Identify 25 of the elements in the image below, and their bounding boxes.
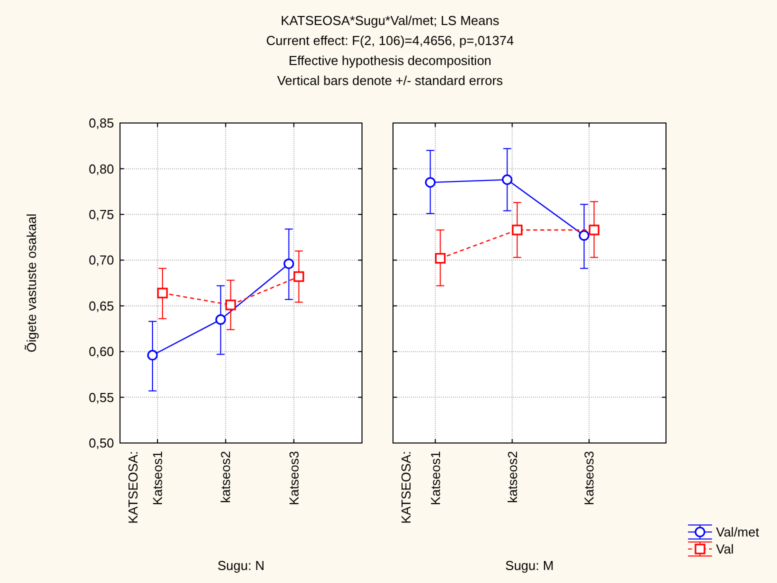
y-tick-label: 0,55 <box>88 390 114 405</box>
x-tick-label: Katseos1 <box>150 451 166 506</box>
text: KATSEOSA: <box>126 451 141 524</box>
text: Vertical bars denote +/- standard errors <box>277 73 504 88</box>
text: Current effect: F(2, 106)=4,4656, p=,01374 <box>266 33 514 48</box>
y-tick-label: 0,75 <box>88 206 114 222</box>
x-tick-label: Katseos1 <box>428 451 443 506</box>
legend-label: Val/met <box>716 524 760 540</box>
x-tick-label: Katseos3 <box>286 451 302 506</box>
legend-label: Val <box>716 542 734 557</box>
y-tick-label: 0,85 <box>88 116 114 131</box>
x-tick-label: Katseos3 <box>582 451 597 506</box>
y-tick-label: 0,70 <box>88 252 114 268</box>
y-tick-label: 0,50 <box>88 436 114 451</box>
x-tick-label: katseos2 <box>218 451 234 504</box>
text: KATSEOSA: <box>398 451 414 524</box>
y-tick-label: 0,60 <box>88 344 114 360</box>
text: KATSEOSA*Sugu*Val/met; LS Means <box>280 13 500 28</box>
y-tick-label: 0,80 <box>88 161 114 176</box>
x-tick-label: katseos2 <box>504 451 520 504</box>
y-tick-label: 0,65 <box>88 298 114 314</box>
y-axis-title: Õigete vastuste osakaal <box>24 214 39 352</box>
x-axis-title: Sugu: M <box>505 558 554 573</box>
text: Effective hypothesis decomposition <box>288 53 492 68</box>
x-axis-title: Sugu: N <box>218 558 264 573</box>
